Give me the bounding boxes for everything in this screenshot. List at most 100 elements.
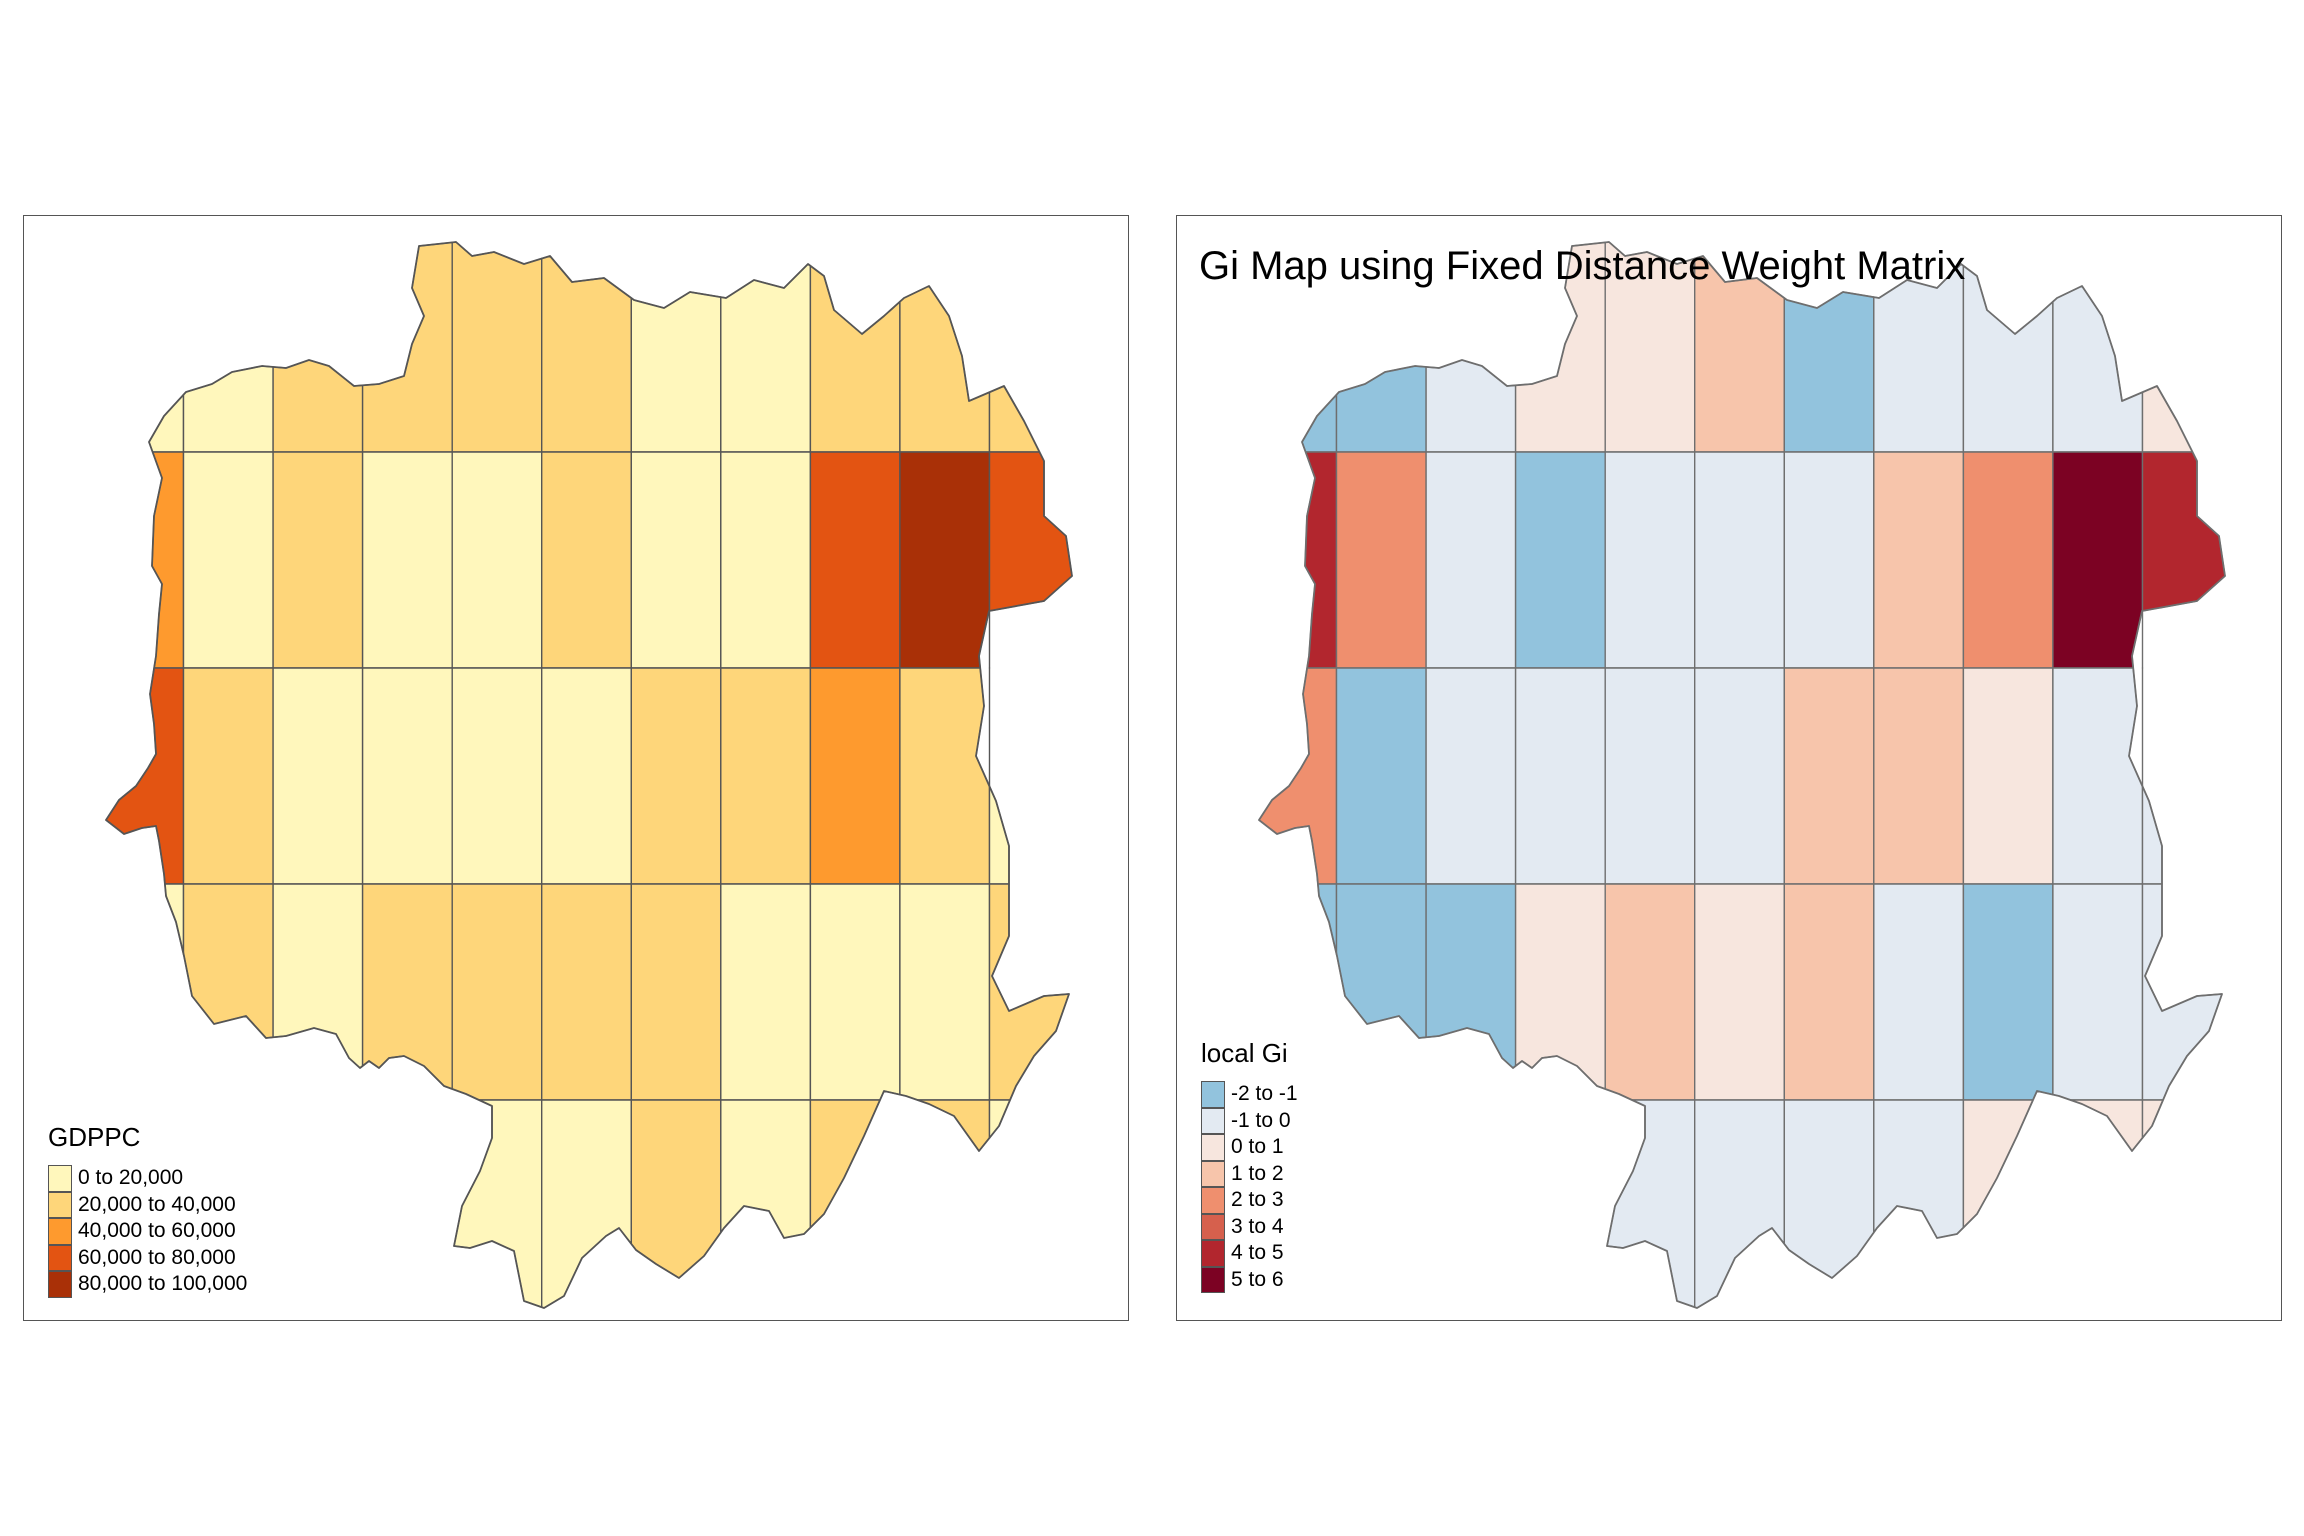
map-region [809, 883, 901, 1101]
legend-swatch [48, 1165, 72, 1192]
map-region [1335, 667, 1427, 885]
gdppc-legend: GDPPC 0 to 20,000 20,000 to 40,000 40,000 … [48, 1122, 247, 1298]
legend-label: 60,000 to 80,000 [78, 1245, 236, 1269]
map-region [2052, 883, 2144, 1101]
legend-item: 0 to 20,000 [48, 1165, 247, 1192]
legend-item: 60,000 to 80,000 [48, 1244, 247, 1271]
map-region [541, 883, 632, 1101]
map-region [988, 667, 1010, 885]
map-region [1604, 883, 1696, 1101]
map-region [541, 255, 632, 453]
map-region [1694, 667, 1785, 885]
map-region [361, 667, 453, 885]
map-region [1783, 667, 1875, 885]
map-region [809, 667, 901, 885]
map-region [2141, 385, 2194, 453]
map-region [541, 1099, 632, 1309]
map-region [720, 883, 812, 1101]
map-region [720, 451, 812, 669]
map-region [630, 291, 722, 453]
map-region [1606, 1099, 1696, 1308]
map-region [541, 667, 632, 885]
legend-swatch [1201, 1107, 1225, 1134]
map-region [988, 451, 1073, 669]
map-region [899, 667, 991, 885]
map-region [720, 667, 812, 885]
legend-item: 80,000 to 100,000 [48, 1271, 247, 1298]
map-region [272, 667, 364, 885]
legend-swatch [1201, 1240, 1225, 1267]
map-region [541, 451, 632, 669]
map-region [2069, 1099, 2144, 1152]
legend-swatch [1201, 1160, 1225, 1187]
map-region [1258, 667, 1338, 885]
legend-swatch [48, 1218, 72, 1245]
map-region [1783, 291, 1875, 453]
map-region [630, 451, 722, 669]
gi-legend-title: local Gi [1201, 1038, 1288, 1068]
map-region [1425, 883, 1517, 1069]
legend-swatch [48, 1244, 72, 1271]
legend-item: 2 to 3 [1201, 1187, 1298, 1214]
legend-swatch [1201, 1187, 1225, 1214]
map-region [1783, 883, 1875, 1101]
map-region [1514, 451, 1606, 669]
map-region [1694, 883, 1785, 1101]
map-region [809, 265, 901, 453]
map-region [272, 883, 364, 1069]
map-region [630, 883, 722, 1101]
legend-item: 40,000 to 60,000 [48, 1218, 247, 1245]
map-region [1335, 883, 1427, 1039]
map-region [1604, 451, 1696, 669]
gdppc-legend-title: GDPPC [48, 1122, 141, 1152]
legend-label: 5 to 6 [1231, 1267, 1284, 1291]
map-region [1514, 667, 1606, 885]
map-region [451, 451, 543, 669]
legend-label: -1 to 0 [1231, 1108, 1291, 1132]
map-region [1335, 451, 1427, 669]
legend-label: 3 to 4 [1231, 1214, 1284, 1238]
map-region [182, 667, 274, 885]
legend-label: 1 to 2 [1231, 1161, 1284, 1185]
legend-item: 0 to 1 [1201, 1134, 1298, 1161]
map-region [451, 241, 543, 453]
legend-label: -2 to -1 [1231, 1082, 1298, 1106]
map-region [1604, 667, 1696, 885]
gdppc-choropleth [105, 241, 1073, 1309]
map-region [1962, 667, 2054, 885]
legend-swatch [48, 1191, 72, 1218]
map-region [899, 883, 991, 1101]
gi-map-panel: Gi Map using Fixed Distance Weight Matri… [1176, 215, 2282, 1321]
map-region [105, 667, 185, 885]
map-region [1425, 667, 1517, 885]
legend-item: 3 to 4 [1201, 1213, 1298, 1240]
map-region [809, 1099, 881, 1229]
legend-item: 5 to 6 [1201, 1266, 1298, 1293]
map-region [182, 365, 274, 453]
gi-map-title: Gi Map using Fixed Distance Weight Matri… [1199, 244, 1966, 288]
map-region [1873, 883, 1965, 1101]
legend-item: -2 to -1 [1201, 1081, 1298, 1108]
map-region [1873, 667, 1965, 885]
legend-swatch [1201, 1266, 1225, 1293]
map-region [630, 667, 722, 885]
legend-label: 80,000 to 100,000 [78, 1272, 248, 1296]
map-region [272, 359, 364, 453]
map-region [2141, 451, 2226, 669]
map-region [1962, 883, 2054, 1101]
map-region [809, 451, 901, 669]
map-region [1962, 451, 2054, 669]
gdppc-regions [105, 241, 1073, 1309]
map-region [182, 883, 274, 1039]
legend-swatch [48, 1271, 72, 1298]
map-region [2052, 667, 2144, 885]
map-region [1873, 451, 1965, 669]
map-region [453, 1099, 543, 1308]
map-region [1335, 365, 1427, 453]
legend-label: 0 to 1 [1231, 1135, 1284, 1159]
map-region [1425, 451, 1517, 669]
map-region [361, 451, 453, 669]
map-region [988, 883, 1070, 1101]
map-region [2141, 883, 2223, 1101]
